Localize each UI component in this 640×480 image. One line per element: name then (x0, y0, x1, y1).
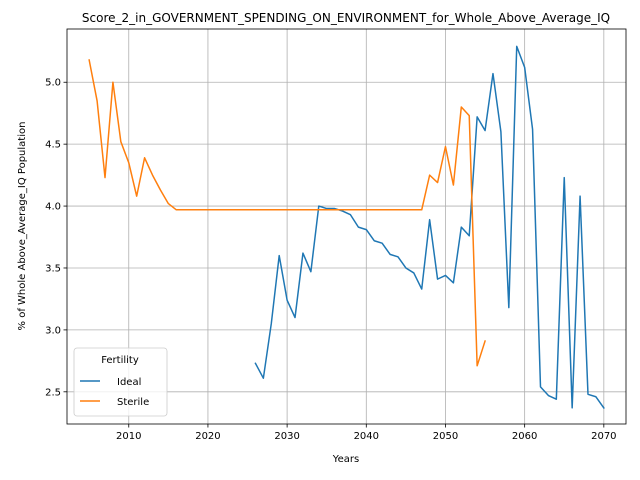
x-tick-label: 2060 (512, 431, 537, 442)
y-tick-label: 2.5 (45, 387, 61, 398)
y-tick-label: 3.0 (45, 325, 61, 336)
series-lines (88, 45, 605, 409)
series-line-ideal (254, 45, 605, 409)
chart-title: Score_2_in_GOVERNMENT_SPENDING_ON_ENVIRO… (82, 11, 610, 25)
x-tick-label: 2010 (116, 431, 141, 442)
y-axis-ticks: 2.5 3.0 3.5 4.0 4.5 5.0 (45, 78, 67, 398)
y-tick-label: 3.5 (45, 263, 61, 274)
y-tick-label: 4.5 (45, 140, 61, 151)
x-axis-ticks: 2010 2020 2030 2040 2050 2060 2070 (116, 424, 617, 442)
axes-frame (66, 28, 627, 425)
x-tick-label: 2050 (433, 431, 458, 442)
y-axis-label: % of Whole Above_Average_IQ Population (17, 122, 28, 331)
series-line-sterile (88, 59, 487, 367)
x-tick-label: 2030 (274, 431, 299, 442)
legend-label-ideal: Ideal (117, 377, 141, 388)
legend-box (73, 347, 168, 417)
legend-title: Fertility (101, 355, 139, 366)
y-tick-label: 5.0 (45, 78, 61, 89)
x-axis-label: Years (332, 454, 359, 465)
y-tick-label: 4.0 (45, 202, 61, 213)
x-tick-label: 2070 (591, 431, 616, 442)
x-tick-label: 2040 (354, 431, 379, 442)
grid (67, 29, 626, 424)
x-tick-label: 2020 (195, 431, 220, 442)
legend-label-sterile: Sterile (117, 397, 149, 408)
legend: Fertility Ideal Sterile (73, 347, 168, 417)
